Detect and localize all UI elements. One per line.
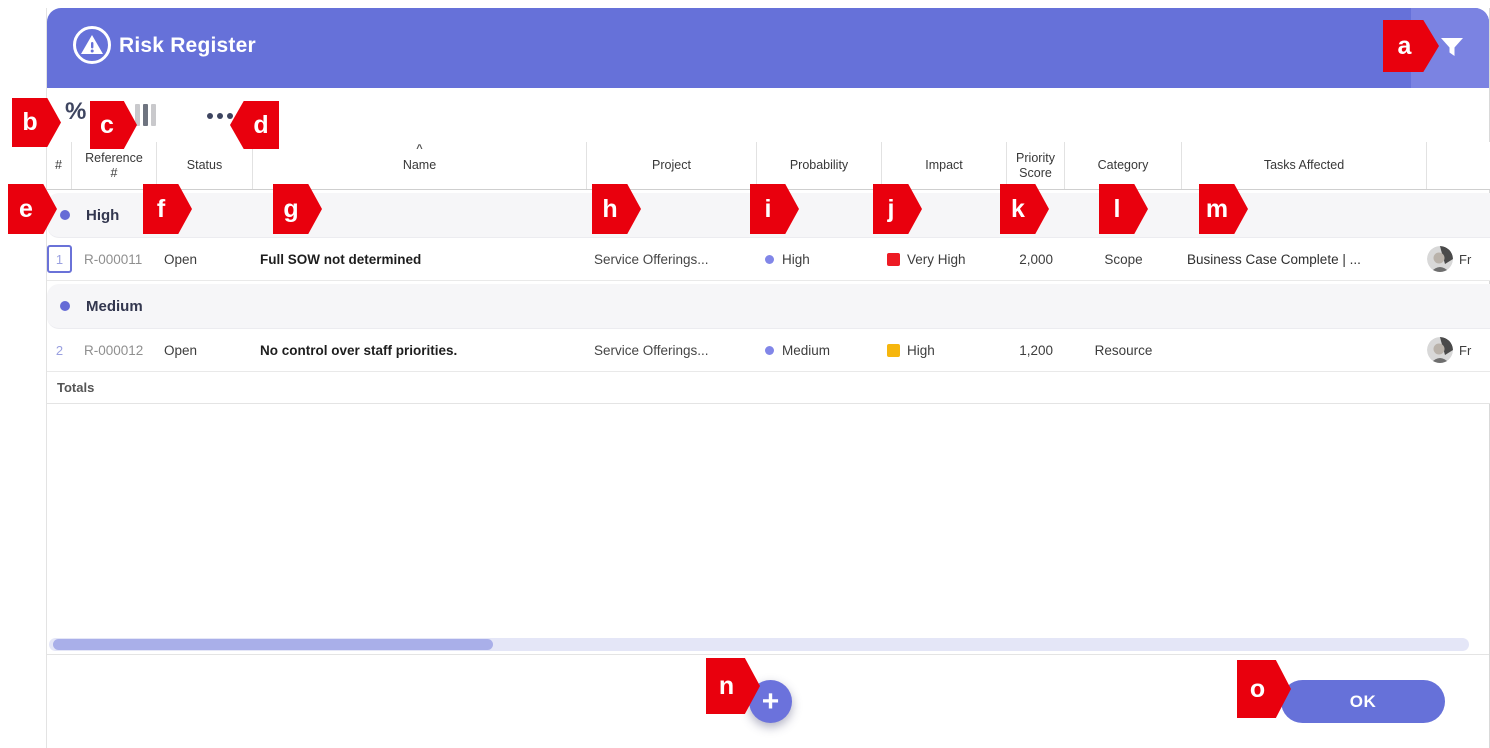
col-header-project[interactable]: Project bbox=[587, 142, 757, 189]
col-header-probability[interactable]: Probability bbox=[757, 142, 882, 189]
warning-triangle-icon bbox=[73, 26, 111, 64]
reference-cell[interactable]: R-000012 bbox=[84, 342, 144, 358]
table-header-row: # Reference # Status ^ Name Project Prob… bbox=[47, 142, 1490, 190]
tasks-affected-cell[interactable]: Business Case Complete | ... bbox=[1187, 251, 1361, 267]
dialog-header: Risk Register bbox=[47, 8, 1489, 88]
col-header-status[interactable]: Status bbox=[157, 142, 253, 189]
col-header-number[interactable]: # bbox=[47, 142, 72, 189]
ok-button[interactable]: OK bbox=[1281, 680, 1445, 723]
table-row[interactable]: 1 R-000011 Open Full SOW not determined … bbox=[47, 238, 1490, 281]
avatar bbox=[1427, 337, 1453, 363]
tasks-affected-cell[interactable] bbox=[1182, 329, 1427, 371]
owner-cell[interactable]: Fr bbox=[1427, 238, 1490, 280]
percent-icon[interactable]: % bbox=[65, 98, 87, 125]
page-title: Risk Register bbox=[119, 34, 256, 57]
project-cell[interactable]: Service Offerings... bbox=[594, 342, 709, 358]
probability-dot-icon bbox=[765, 254, 774, 264]
toolbar: % bbox=[47, 88, 1489, 142]
group-row-medium[interactable]: Medium bbox=[47, 284, 1490, 329]
ellipsis-icon[interactable] bbox=[207, 113, 233, 119]
col-header-priority-score[interactable]: Priority Score bbox=[1007, 142, 1065, 189]
group-bullet-icon bbox=[60, 301, 70, 311]
owner-name: Fr bbox=[1459, 251, 1472, 267]
footer-divider bbox=[47, 654, 1489, 655]
table-row[interactable]: 2 R-000012 Open No control over staff pr… bbox=[47, 329, 1490, 372]
probability-dot-icon bbox=[765, 345, 774, 355]
status-cell[interactable]: Open bbox=[164, 342, 198, 358]
col-header-category[interactable]: Category bbox=[1065, 142, 1182, 189]
owner-name: Fr bbox=[1459, 342, 1472, 358]
col-header-name[interactable]: ^ Name bbox=[253, 142, 587, 189]
col-header-tasks-affected[interactable]: Tasks Affected bbox=[1182, 142, 1427, 189]
risk-table: # Reference # Status ^ Name Project Prob… bbox=[47, 142, 1490, 404]
columns-icon[interactable] bbox=[135, 104, 157, 126]
avatar bbox=[1427, 246, 1453, 272]
category-cell[interactable]: Resource bbox=[1094, 342, 1153, 358]
impact-swatch-icon bbox=[887, 252, 900, 266]
group-bullet-icon bbox=[60, 210, 70, 220]
sort-ascending-icon: ^ bbox=[416, 143, 423, 155]
scrollbar-thumb[interactable] bbox=[53, 639, 493, 650]
project-cell[interactable]: Service Offerings... bbox=[594, 251, 709, 267]
impact-swatch-icon bbox=[887, 343, 900, 357]
probability-cell[interactable]: High bbox=[757, 238, 882, 280]
row-number[interactable]: 2 bbox=[55, 342, 64, 358]
row-number-selected[interactable]: 1 bbox=[47, 245, 72, 273]
col-header-impact[interactable]: Impact bbox=[882, 142, 1007, 189]
col-header-owner[interactable] bbox=[1427, 142, 1490, 189]
status-cell[interactable]: Open bbox=[164, 251, 198, 267]
probability-cell[interactable]: Medium bbox=[757, 329, 882, 371]
horizontal-scrollbar[interactable] bbox=[49, 638, 1469, 651]
risk-register-dialog: Risk Register % # Reference # Status ^ N… bbox=[46, 8, 1490, 748]
impact-cell[interactable]: High bbox=[882, 329, 1007, 371]
filter-funnel-icon[interactable] bbox=[1439, 36, 1465, 65]
category-cell[interactable]: Scope bbox=[1104, 251, 1143, 267]
reference-cell[interactable]: R-000011 bbox=[84, 251, 143, 267]
impact-cell[interactable]: Very High bbox=[882, 238, 1007, 280]
priority-score-cell[interactable]: 1,200 bbox=[1019, 342, 1053, 358]
col-header-reference[interactable]: Reference # bbox=[72, 142, 157, 189]
name-cell[interactable]: Full SOW not determined bbox=[260, 251, 422, 267]
owner-cell[interactable]: Fr bbox=[1427, 329, 1490, 371]
name-cell[interactable]: No control over staff priorities. bbox=[260, 342, 458, 358]
priority-score-cell[interactable]: 2,000 bbox=[1019, 251, 1053, 267]
totals-row: Totals bbox=[47, 372, 1490, 404]
